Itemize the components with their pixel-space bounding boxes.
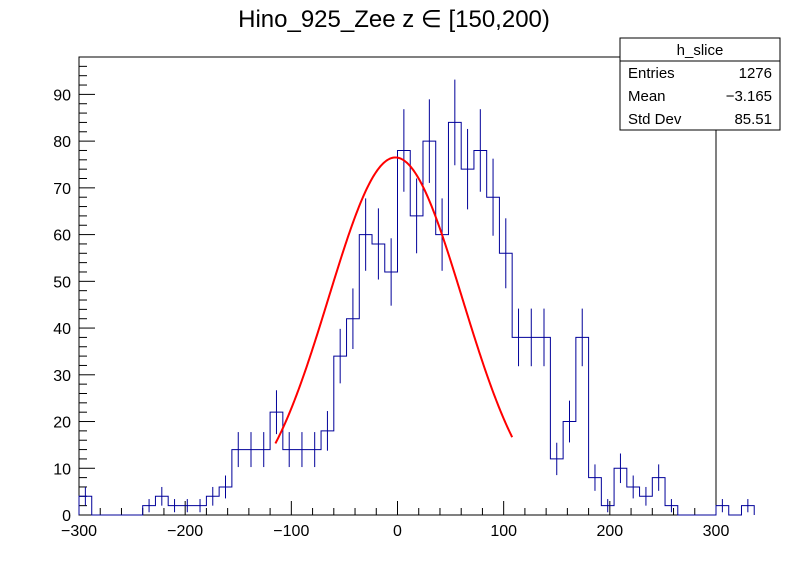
stats-box-frame bbox=[619, 37, 781, 131]
x-tick-label: −300 bbox=[61, 523, 97, 540]
stats-stddev-value: 85.51 bbox=[734, 111, 772, 128]
y-axis: 0 10 20 30 40 50 60 70 80 90 bbox=[53, 56, 95, 525]
x-tick-label: 300 bbox=[703, 523, 730, 540]
stats-box: h_slice Entries 1276 Mean −3.165 Std Dev… bbox=[619, 37, 781, 131]
x-tick-label: −100 bbox=[273, 523, 309, 540]
y-tick-label: 50 bbox=[53, 274, 71, 291]
stats-mean-value: −3.165 bbox=[726, 88, 772, 105]
y-tick-label: 10 bbox=[53, 461, 71, 478]
y-tick-label: 0 bbox=[62, 508, 71, 525]
y-tick-label: 30 bbox=[53, 368, 71, 385]
stats-box-name: h_slice bbox=[677, 42, 724, 59]
stats-entries-label: Entries bbox=[628, 65, 675, 82]
x-axis: −300 −200 −100 0 100 200 300 bbox=[61, 501, 729, 540]
y-tick-label: 60 bbox=[53, 228, 71, 245]
histogram-outline bbox=[78, 121, 755, 516]
y-tick-label: 90 bbox=[53, 87, 71, 104]
y-tick-label: 20 bbox=[53, 415, 71, 432]
stats-entries-value: 1276 bbox=[739, 65, 772, 82]
x-tick-label: −200 bbox=[167, 523, 203, 540]
fit-line bbox=[274, 156, 514, 444]
x-tick-label: 100 bbox=[490, 523, 517, 540]
stats-stddev-label: Std Dev bbox=[628, 111, 682, 128]
x-tick-label: 200 bbox=[596, 523, 623, 540]
y-tick-label: 80 bbox=[53, 134, 71, 151]
y-tick-label: 40 bbox=[53, 321, 71, 338]
fit-curve bbox=[274, 156, 514, 444]
histogram bbox=[78, 79, 755, 516]
y-tick-label: 70 bbox=[53, 181, 71, 198]
x-tick-label: 0 bbox=[393, 523, 402, 540]
stats-mean-label: Mean bbox=[628, 88, 666, 105]
chart-title: Hino_925_Zee z ∈ [150,200) bbox=[238, 6, 550, 33]
